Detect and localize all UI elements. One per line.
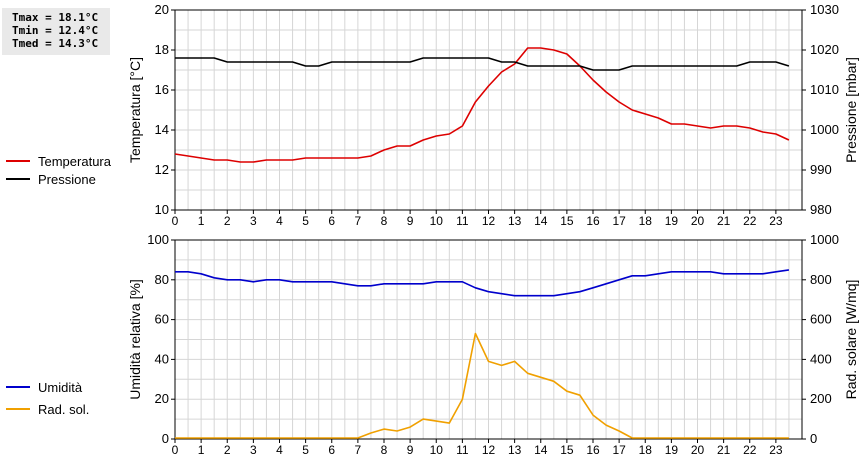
y2-axis-title-1: Rad. solare [W/mq] bbox=[843, 280, 859, 400]
x-tick-label-1-18: 18 bbox=[639, 443, 653, 457]
legend-label-0-0: Temperatura bbox=[38, 154, 112, 169]
y-axis-title-0: Temperatura [°C] bbox=[127, 57, 143, 163]
x-tick-label-1-5: 5 bbox=[302, 443, 309, 457]
x-tick-label-1-19: 19 bbox=[665, 443, 679, 457]
y2-tick-label-0-1: 990 bbox=[810, 162, 832, 177]
y-tick-label-1-4: 80 bbox=[155, 272, 169, 287]
x-tick-label-0-1: 1 bbox=[198, 214, 205, 228]
x-tick-label-0-11: 11 bbox=[456, 214, 469, 228]
x-tick-label-0-6: 6 bbox=[328, 214, 335, 228]
x-tick-label-0-5: 5 bbox=[302, 214, 309, 228]
x-tick-label-0-22: 22 bbox=[743, 214, 757, 228]
y-axis-title-1: Umidità relativa [%] bbox=[127, 279, 143, 400]
y-tick-label-1-3: 60 bbox=[155, 312, 169, 327]
y2-tick-label-1-2: 400 bbox=[810, 351, 832, 366]
x-tick-label-0-14: 14 bbox=[534, 214, 548, 228]
series-line-0-0 bbox=[174, 47, 790, 163]
stat-tmax: Tmax = 18.1°C bbox=[12, 11, 99, 24]
stat-tmed: Tmed = 14.3°C bbox=[12, 37, 99, 50]
y2-tick-label-1-1: 200 bbox=[810, 391, 832, 406]
x-tick-label-1-4: 4 bbox=[276, 443, 283, 457]
y-tick-label-0-0: 10 bbox=[155, 202, 169, 217]
x-tick-label-1-0: 0 bbox=[172, 443, 179, 457]
x-tick-label-1-1: 1 bbox=[198, 443, 205, 457]
series-line-1-1 bbox=[175, 332, 789, 439]
x-tick-label-0-10: 10 bbox=[430, 214, 444, 228]
x-tick-label-1-11: 11 bbox=[456, 443, 469, 457]
y2-tick-label-1-3: 600 bbox=[810, 312, 832, 327]
stats-box: Tmax = 18.1°C Tmin = 12.4°C Tmed = 14.3°… bbox=[2, 8, 110, 55]
y-tick-label-0-3: 16 bbox=[155, 82, 169, 97]
x-tick-label-1-20: 20 bbox=[691, 443, 705, 457]
x-tick-label-1-14: 14 bbox=[534, 443, 548, 457]
y-tick-label-1-2: 40 bbox=[155, 351, 169, 366]
y-tick-label-0-5: 20 bbox=[155, 2, 169, 17]
y-tick-label-0-1: 12 bbox=[155, 162, 169, 177]
x-tick-label-1-3: 3 bbox=[250, 443, 257, 457]
x-tick-label-0-20: 20 bbox=[691, 214, 705, 228]
x-tick-label-0-16: 16 bbox=[586, 214, 600, 228]
x-tick-label-1-15: 15 bbox=[560, 443, 574, 457]
y2-tick-label-0-4: 1020 bbox=[810, 42, 839, 57]
y-tick-label-1-1: 20 bbox=[155, 391, 169, 406]
x-tick-label-1-17: 17 bbox=[612, 443, 626, 457]
y2-tick-label-0-0: 980 bbox=[810, 202, 832, 217]
y-tick-label-1-5: 100 bbox=[147, 232, 169, 247]
y2-tick-label-0-3: 1010 bbox=[810, 82, 839, 97]
x-tick-label-0-2: 2 bbox=[224, 214, 231, 228]
x-tick-label-1-13: 13 bbox=[508, 443, 522, 457]
x-tick-label-0-0: 0 bbox=[172, 214, 179, 228]
x-tick-label-0-17: 17 bbox=[612, 214, 626, 228]
series-line-1-0 bbox=[175, 269, 790, 297]
x-tick-label-0-4: 4 bbox=[276, 214, 283, 228]
x-tick-label-1-10: 10 bbox=[430, 443, 444, 457]
x-tick-label-0-21: 21 bbox=[717, 214, 731, 228]
stat-tmin: Tmin = 12.4°C bbox=[12, 24, 99, 37]
y2-axis-title-0: Pressione [mbar] bbox=[843, 57, 859, 163]
y-tick-label-0-2: 14 bbox=[155, 122, 169, 137]
x-tick-label-0-9: 9 bbox=[407, 214, 414, 228]
x-tick-label-0-23: 23 bbox=[769, 214, 783, 228]
x-tick-label-1-16: 16 bbox=[586, 443, 600, 457]
x-tick-label-1-23: 23 bbox=[769, 443, 783, 457]
x-tick-label-0-18: 18 bbox=[639, 214, 653, 228]
y-tick-label-0-4: 18 bbox=[155, 42, 169, 57]
x-tick-label-1-12: 12 bbox=[482, 443, 496, 457]
legend-label-1-1: Rad. sol. bbox=[38, 402, 89, 417]
x-tick-label-0-13: 13 bbox=[508, 214, 522, 228]
x-tick-label-0-7: 7 bbox=[355, 214, 362, 228]
series-line-0-1 bbox=[175, 57, 790, 71]
x-tick-label-1-6: 6 bbox=[328, 443, 335, 457]
x-tick-label-1-8: 8 bbox=[381, 443, 388, 457]
y2-tick-label-0-5: 1030 bbox=[810, 2, 839, 17]
x-tick-label-1-22: 22 bbox=[743, 443, 757, 457]
x-tick-label-0-8: 8 bbox=[381, 214, 388, 228]
y2-tick-label-0-2: 1000 bbox=[810, 122, 839, 137]
x-tick-label-1-7: 7 bbox=[355, 443, 362, 457]
y2-tick-label-1-5: 1000 bbox=[810, 232, 839, 247]
y2-tick-label-1-4: 800 bbox=[810, 272, 832, 287]
y2-tick-label-1-0: 0 bbox=[810, 431, 817, 446]
legend-label-1-0: Umidità bbox=[38, 380, 83, 395]
x-tick-label-1-21: 21 bbox=[717, 443, 731, 457]
x-tick-label-0-19: 19 bbox=[665, 214, 679, 228]
legend-label-0-1: Pressione bbox=[38, 172, 96, 187]
y-tick-label-1-0: 0 bbox=[162, 431, 169, 446]
x-tick-label-1-2: 2 bbox=[224, 443, 231, 457]
x-tick-label-0-3: 3 bbox=[250, 214, 257, 228]
x-tick-label-0-12: 12 bbox=[482, 214, 496, 228]
x-tick-label-0-15: 15 bbox=[560, 214, 574, 228]
x-tick-label-1-9: 9 bbox=[407, 443, 414, 457]
